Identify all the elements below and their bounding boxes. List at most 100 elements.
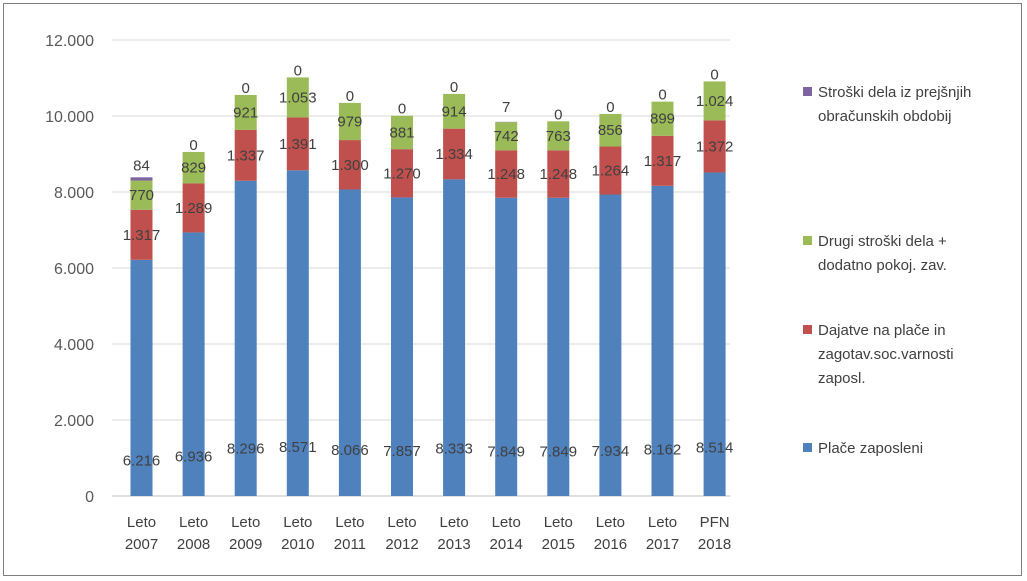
x-tick-label: Leto	[596, 514, 625, 531]
x-tick-label: Leto	[231, 514, 260, 531]
data-label-place: 8.571	[279, 439, 317, 456]
x-tick-label: 2012	[385, 536, 418, 553]
legend-swatch-drugi	[803, 236, 812, 245]
bar-segment-drugi	[286, 77, 309, 118]
x-tick-label: Leto	[544, 514, 573, 531]
y-tick-label: 8.000	[54, 185, 94, 202]
legend-label-dajatve: zagotav.soc.varnosti	[818, 346, 954, 363]
data-label-place: 7.857	[383, 443, 421, 460]
data-label-drugi: 856	[598, 122, 623, 139]
legend-label-dajatve: Dajatve na plače in	[818, 322, 946, 339]
data-label-dajatve: 1.317	[123, 227, 161, 244]
bar-segment-place	[599, 194, 622, 496]
bar-segment-place	[651, 185, 674, 496]
data-label-place: 8.333	[435, 441, 473, 458]
y-tick-label: 4.000	[54, 337, 94, 354]
legend-label-place: Plače zaposleni	[818, 440, 923, 457]
data-label-stroski_prej: 0	[606, 99, 614, 116]
bar-segment-dajatve	[286, 117, 309, 171]
bar-segment-drugi	[495, 122, 518, 151]
bar-segment-place	[703, 172, 726, 496]
x-axis-labels: Leto 2007 Leto 2008 Leto 2009 Leto 2010 Leto 2011…	[125, 514, 731, 553]
x-tick-label: 2015	[542, 536, 575, 553]
data-label-stroski_prej: 0	[658, 87, 666, 104]
data-label-drugi: 763	[546, 128, 571, 145]
data-label-place: 8.162	[644, 441, 682, 458]
data-label-stroski_prej: 0	[398, 101, 406, 118]
bar-segment-stroski_prej	[130, 177, 153, 181]
data-label-drugi: 829	[181, 160, 206, 177]
bar-segment-dajatve	[599, 146, 622, 195]
legend-label-drugi: Drugi stroški dela +	[818, 233, 947, 250]
data-label-place: 7.849	[540, 443, 578, 460]
bar-segment-place	[443, 179, 466, 496]
bar-segment-drugi	[703, 81, 726, 121]
y-tick-label: 10.000	[45, 109, 94, 126]
data-label-drugi: 899	[650, 111, 675, 128]
data-label-dajatve: 1.391	[279, 136, 317, 153]
data-label-drugi: 979	[337, 113, 362, 130]
x-tick-label: 2007	[125, 536, 158, 553]
bar-segment-drugi	[234, 94, 257, 130]
bar-segment-drugi	[547, 121, 570, 151]
data-label-stroski_prej: 0	[554, 106, 562, 123]
x-tick-label: 2017	[646, 536, 679, 553]
data-label-stroski_prej: 0	[189, 137, 197, 154]
y-axis-ticks: 0 2.000 4.000 6.000 8.000 10.000 12.000	[45, 33, 94, 506]
legend-swatch-stroski_prej	[803, 87, 812, 96]
data-label-place: 8.296	[227, 441, 265, 458]
bar-segment-drugi	[338, 102, 361, 141]
x-tick-label: 2009	[229, 536, 262, 553]
bar-segment-place	[495, 197, 518, 496]
data-label-drugi: 1.024	[696, 93, 734, 110]
x-tick-label: Leto	[335, 514, 364, 531]
bar-segment-dajatve	[130, 209, 153, 260]
data-label-dajatve: 1.248	[540, 166, 578, 183]
data-label-place: 7.849	[487, 443, 525, 460]
bar-segment-drugi	[130, 180, 153, 210]
bar-segment-place	[234, 180, 257, 496]
x-tick-label: Leto	[127, 514, 156, 531]
data-label-drugi: 914	[442, 103, 467, 120]
x-tick-label: 2013	[437, 536, 470, 553]
bar-segment-dajatve	[182, 183, 205, 233]
bar-segment-dajatve	[495, 150, 518, 198]
x-tick-label: Leto	[179, 514, 208, 531]
y-tick-label: 2.000	[54, 413, 94, 430]
x-tick-label: Leto	[283, 514, 312, 531]
bar-segment-place	[391, 197, 413, 496]
bar-segment-place	[338, 189, 361, 496]
bar-segment-dajatve	[391, 149, 413, 198]
x-tick-label: Leto	[648, 514, 677, 531]
gridlines	[112, 39, 730, 497]
x-tick-label: 2018	[698, 536, 731, 553]
data-label-dajatve: 1.270	[383, 165, 421, 182]
x-tick-label: 2014	[490, 536, 523, 553]
x-tick-label: PFN	[700, 514, 730, 531]
data-label-dajatve: 1.372	[696, 138, 734, 155]
x-tick-label: Leto	[439, 514, 468, 531]
bars	[130, 77, 726, 496]
data-label-dajatve: 1.289	[175, 200, 213, 217]
bar-segment-drugi	[599, 113, 622, 147]
data-label-stroski_prej: 0	[294, 62, 302, 79]
data-label-drugi: 921	[233, 104, 258, 121]
data-label-drugi: 1.053	[279, 89, 317, 106]
legend-label-dajatve: zaposl.	[818, 370, 866, 387]
data-label-place: 6.936	[175, 448, 213, 465]
bar-segment-dajatve	[338, 140, 361, 190]
x-tick-label: Leto	[492, 514, 521, 531]
legend-swatch-dajatve	[803, 325, 812, 334]
data-label-stroski_prej: 0	[450, 79, 458, 96]
x-tick-label: 2010	[281, 536, 314, 553]
bar-segment-dajatve	[651, 135, 674, 186]
x-tick-label: 2008	[177, 536, 210, 553]
data-labels: 6.216 1.317 770 84 6.936 1.289 829 0 8.296 1.337 9…	[123, 62, 734, 469]
bar-segment-dajatve	[703, 120, 726, 173]
y-tick-label: 12.000	[45, 33, 94, 50]
bar-segment-dajatve	[443, 128, 466, 180]
bar-segment-place	[182, 232, 205, 496]
bar-segment-place	[286, 170, 309, 496]
data-label-drugi: 770	[129, 187, 154, 204]
data-label-place: 7.934	[592, 443, 630, 460]
